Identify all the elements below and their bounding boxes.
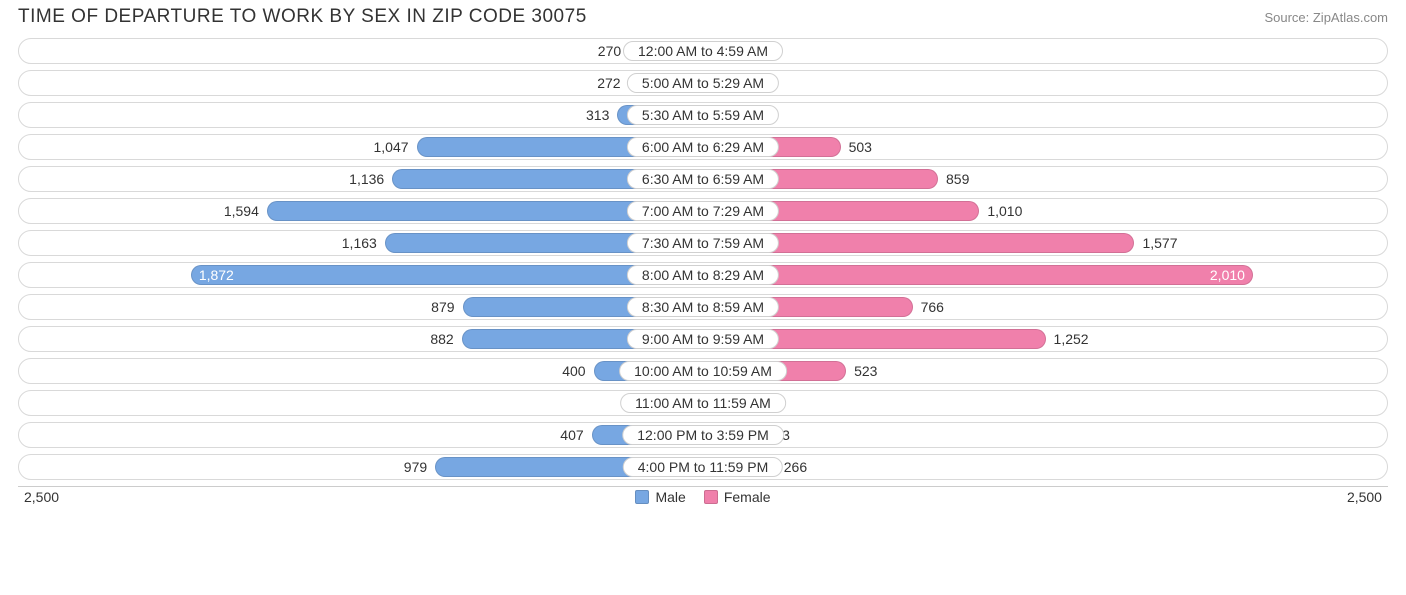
male-value: 270: [598, 43, 621, 59]
legend-item-male: Male: [635, 489, 685, 505]
chart-footer: 2,500 Male Female 2,500: [0, 487, 1406, 505]
legend: Male Female: [635, 489, 770, 505]
female-swatch-icon: [704, 490, 718, 504]
category-label: 12:00 PM to 3:59 PM: [622, 425, 784, 445]
chart-title: TIME OF DEPARTURE TO WORK BY SEX IN ZIP …: [18, 6, 587, 28]
female-value: 1,252: [1054, 331, 1089, 347]
chart-row: 5:30 AM to 5:59 AM313121: [18, 102, 1388, 128]
axis-left-max: 2,500: [24, 489, 59, 505]
category-label: 8:00 AM to 8:29 AM: [627, 265, 779, 285]
female-value: 523: [854, 363, 877, 379]
axis-right-max: 2,500: [1347, 489, 1382, 505]
category-label: 5:30 AM to 5:59 AM: [627, 105, 779, 125]
female-value: 1,010: [987, 203, 1022, 219]
male-swatch-icon: [635, 490, 649, 504]
female-value: 766: [921, 299, 944, 315]
chart-row: 9:00 AM to 9:59 AM 882 1,252: [18, 326, 1388, 352]
legend-male-label: Male: [655, 489, 685, 505]
male-value: 1,594: [224, 203, 259, 219]
male-value: 882: [430, 331, 453, 347]
diverging-bar-chart: 12:00 AM to 4:59 AM27083 5:00 AM to 5:29 …: [0, 38, 1406, 480]
legend-item-female: Female: [704, 489, 771, 505]
chart-header: TIME OF DEPARTURE TO WORK BY SEX IN ZIP …: [0, 0, 1406, 38]
chart-row: 8:30 AM to 8:59 AM 879 766: [18, 294, 1388, 320]
category-label: 5:00 AM to 5:29 AM: [627, 73, 779, 93]
chart-row: 8:00 AM to 8:29 AM 1,872 2,010: [18, 262, 1388, 288]
male-value: 979: [404, 459, 427, 475]
chart-row: 11:00 AM to 11:59 AM16281: [18, 390, 1388, 416]
chart-row: 6:30 AM to 6:59 AM 1,136 859: [18, 166, 1388, 192]
male-value: 407: [560, 427, 583, 443]
chart-row: 4:00 PM to 11:59 PM 979 266: [18, 454, 1388, 480]
female-value: 266: [784, 459, 807, 475]
category-label: 7:00 AM to 7:29 AM: [627, 201, 779, 221]
category-label: 12:00 AM to 4:59 AM: [623, 41, 783, 61]
male-value: 400: [562, 363, 585, 379]
female-bar: [703, 265, 1253, 285]
chart-row: 7:00 AM to 7:29 AM 1,594 1,010: [18, 198, 1388, 224]
female-value: 503: [849, 139, 872, 155]
category-label: 8:30 AM to 8:59 AM: [627, 297, 779, 317]
category-label: 4:00 PM to 11:59 PM: [623, 457, 783, 477]
category-label: 6:00 AM to 6:29 AM: [627, 137, 779, 157]
chart-source: Source: ZipAtlas.com: [1264, 10, 1388, 25]
male-value: 1,163: [342, 235, 377, 251]
male-value: 1,136: [349, 171, 384, 187]
male-value: 1,872: [199, 267, 234, 283]
category-label: 9:00 AM to 9:59 AM: [627, 329, 779, 349]
category-label: 11:00 AM to 11:59 AM: [620, 393, 786, 413]
female-value: 859: [946, 171, 969, 187]
chart-row: 5:00 AM to 5:29 AM27260: [18, 70, 1388, 96]
male-value: 272: [597, 75, 620, 91]
chart-row: 12:00 PM to 3:59 PM407203: [18, 422, 1388, 448]
chart-row: 6:00 AM to 6:29 AM 1,047 503: [18, 134, 1388, 160]
male-value: 1,047: [374, 139, 409, 155]
category-label: 7:30 AM to 7:59 AM: [627, 233, 779, 253]
chart-row: 10:00 AM to 10:59 AM 400 523: [18, 358, 1388, 384]
female-value: 2,010: [1210, 267, 1245, 283]
chart-row: 12:00 AM to 4:59 AM27083: [18, 38, 1388, 64]
female-value: 1,577: [1142, 235, 1177, 251]
chart-row: 7:30 AM to 7:59 AM 1,163 1,577: [18, 230, 1388, 256]
category-label: 10:00 AM to 10:59 AM: [619, 361, 787, 381]
male-value: 879: [431, 299, 454, 315]
male-value: 313: [586, 107, 609, 123]
legend-female-label: Female: [724, 489, 771, 505]
category-label: 6:30 AM to 6:59 AM: [627, 169, 779, 189]
